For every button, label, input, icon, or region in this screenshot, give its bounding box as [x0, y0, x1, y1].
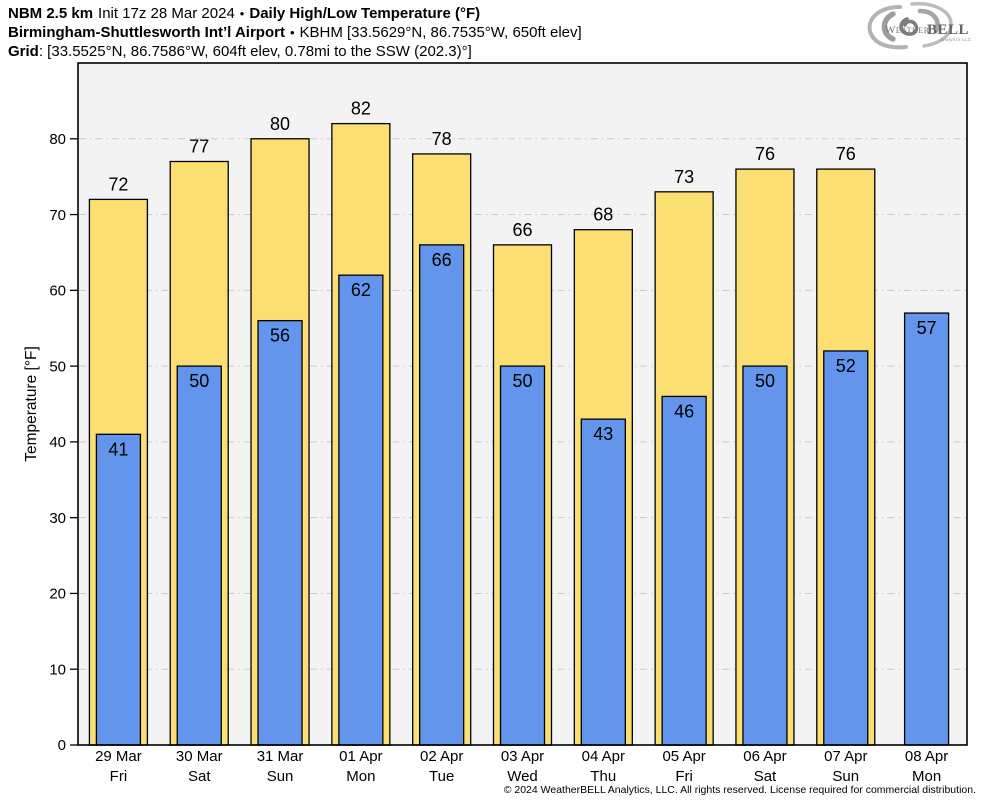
copyright-notice: © 2024 WeatherBELL Analytics, LLC. All r… [503, 784, 976, 796]
low-bar [823, 350, 869, 746]
low-value-label: 46 [674, 401, 694, 421]
station-name: Birmingham-Shuttlesworth Int’l Airport [8, 24, 285, 41]
logo-weather-text: Weather [885, 24, 930, 36]
high-value-label: 73 [674, 167, 694, 187]
y-tick-label: 0 [58, 737, 66, 754]
header-grid-line: Grid : [33.5525°N, 86.7586°W, 604ft elev… [8, 42, 582, 61]
low-value-label: 50 [189, 371, 209, 391]
model-name: NBM 2.5 km [8, 5, 94, 22]
x-label-day: Sat [754, 768, 777, 785]
separator-dot: • [289, 25, 295, 40]
low-bar [419, 244, 465, 746]
low-value-label: 57 [917, 318, 937, 338]
x-label-day: Sun [267, 768, 294, 785]
product-name: Daily High/Low Temperature (°F) [249, 5, 481, 22]
y-tick-label: 80 [49, 131, 66, 148]
low-bar [499, 365, 546, 746]
x-label-day: Fri [675, 768, 693, 785]
x-label-date: 08 Apr [905, 748, 948, 765]
low-value-label: 43 [593, 424, 613, 444]
separator-dot: • [239, 6, 245, 21]
y-tick-label: 60 [49, 283, 66, 300]
high-value-label: 72 [108, 174, 128, 194]
hurricane-swirl-icon [867, 2, 953, 50]
low-bar [661, 395, 707, 746]
logo-tagline: Analytics LLC [940, 37, 972, 42]
low-value-label: 50 [755, 371, 775, 391]
low-value-label: 41 [108, 439, 128, 459]
grid-details: : [33.5525°N, 86.7586°W, 604ft elev, 0.7… [38, 43, 472, 60]
x-label-date: 30 Mar [176, 748, 223, 765]
high-value-label: 82 [351, 99, 371, 119]
low-value-label: 62 [351, 280, 371, 300]
high-value-label: 66 [512, 220, 532, 240]
low-value-label: 52 [836, 356, 856, 376]
plot-frame [77, 62, 968, 746]
low-bar [338, 274, 384, 746]
low-value-label: 50 [512, 371, 532, 391]
high-value-label: 68 [593, 205, 613, 225]
x-label-day: Mon [912, 768, 941, 785]
low-bar [176, 365, 222, 746]
x-label-date: 01 Apr [339, 748, 382, 765]
chart-header: NBM 2.5 km Init 17z 28 Mar 2024 • Daily … [8, 4, 582, 61]
x-label-date: 02 Apr [420, 748, 463, 765]
low-bar [742, 365, 788, 746]
x-label-date: 07 Apr [824, 748, 867, 765]
y-tick-label: 10 [49, 661, 66, 678]
x-label-day: Wed [507, 768, 538, 785]
x-label-day: Thu [590, 768, 616, 785]
x-label-day: Tue [429, 768, 454, 785]
x-label-day: Fri [110, 768, 128, 785]
low-bar [903, 312, 950, 746]
x-label-date: 31 Mar [257, 748, 304, 765]
x-label-date: 04 Apr [582, 748, 625, 765]
low-bar [257, 319, 303, 746]
init-time: Init 17z 28 Mar 2024 [98, 5, 235, 22]
x-label-date: 05 Apr [662, 748, 705, 765]
x-label-date: 06 Apr [743, 748, 786, 765]
grid-label: Grid [8, 43, 39, 60]
low-value-label: 66 [432, 250, 452, 270]
y-tick-label: 50 [49, 358, 66, 375]
x-label-date: 03 Apr [501, 748, 544, 765]
header-title-line: NBM 2.5 km Init 17z 28 Mar 2024 • Daily … [8, 4, 582, 23]
header-station-line: Birmingham-Shuttlesworth Int’l Airport •… [8, 23, 582, 42]
y-tick-label: 70 [49, 207, 66, 224]
x-label-day: Sun [832, 768, 859, 785]
low-value-label: 56 [270, 326, 290, 346]
high-value-label: 80 [270, 114, 290, 134]
station-details: KBHM [33.5629°N, 86.7535°W, 650ft elev] [299, 24, 582, 41]
y-axis-title: Temperature [°F] [23, 346, 40, 462]
high-value-label: 76 [755, 144, 775, 164]
y-tick-label: 40 [49, 434, 66, 451]
y-tick-label: 20 [49, 586, 66, 603]
high-value-label: 77 [189, 137, 209, 157]
logo-bell-text: BELL [927, 22, 969, 38]
weatherbell-logo: Weather BELL Analytics LLC [867, 2, 972, 50]
x-label-date: 29 Mar [95, 748, 142, 765]
y-tick-label: 30 [49, 510, 66, 527]
x-label-day: Mon [346, 768, 375, 785]
high-value-label: 76 [836, 144, 856, 164]
low-bar [580, 418, 626, 746]
high-value-label: 78 [432, 129, 452, 149]
x-label-day: Sat [188, 768, 211, 785]
low-bar [95, 433, 142, 746]
